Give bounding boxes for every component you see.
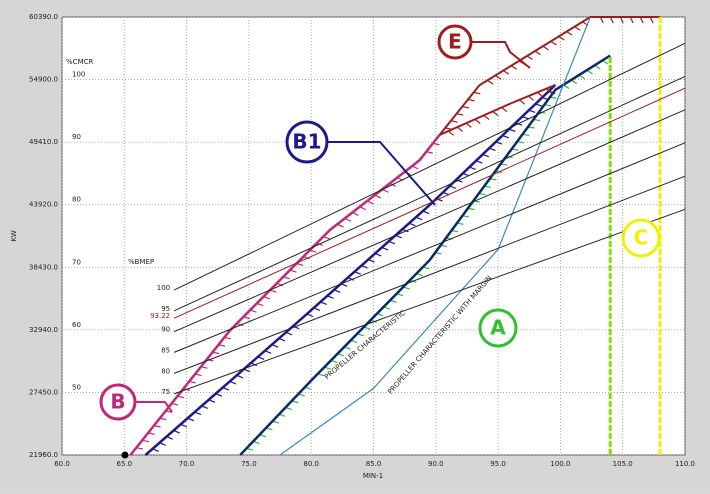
bmep-label: 100 (157, 284, 170, 292)
series-line (173, 109, 686, 333)
series-line (144, 83, 557, 456)
y2-axis-label: %CMCR (66, 58, 93, 66)
callout-label: B1 (292, 130, 321, 154)
x-axis-label: MIN-1 (363, 472, 383, 480)
x-tick-label: 85.0 (366, 460, 382, 468)
hatch (528, 95, 534, 101)
y2-tick-label: 80 (72, 196, 81, 204)
callout-label: A (490, 316, 506, 340)
callout-circle (478, 308, 518, 348)
callout-leader (135, 401, 173, 413)
x-tick-label: 90.0 (428, 460, 444, 468)
x-tick-label: 65.0 (117, 460, 133, 468)
y-axis-label: KW (10, 230, 18, 241)
y-tick-label: 49410.0 (29, 138, 58, 146)
y2-tick-label: 50 (72, 383, 81, 391)
bmep-title: %BMEP (128, 258, 154, 266)
series-line (439, 83, 556, 136)
callout-circle (621, 218, 661, 258)
callout-circle (437, 24, 473, 60)
x-tick-label: 60.0 (54, 460, 70, 468)
hatch (450, 120, 458, 123)
series-line (173, 175, 686, 374)
callout-label: B (110, 390, 125, 414)
series-line (173, 42, 686, 291)
callout-circle (285, 120, 329, 164)
y-tick-label: 54900.0 (29, 76, 58, 84)
y-tick-label: 43920.0 (29, 201, 58, 209)
series-line (173, 75, 686, 312)
y2-tick-label: 60 (72, 321, 81, 329)
y-tick-label: 21960.0 (29, 451, 58, 459)
y2-tick-label: 70 (72, 258, 81, 266)
y2-tick-label: 100 (72, 71, 85, 79)
series-line (173, 208, 686, 395)
callout-label: E (448, 30, 462, 54)
bmep-label: 93.22 (150, 312, 170, 320)
y-tick-label: 32940.0 (29, 326, 58, 334)
series-line (173, 142, 686, 353)
series-line (438, 16, 661, 136)
x-tick-label: 80.0 (303, 460, 319, 468)
series-line (173, 87, 686, 319)
start-point (121, 451, 129, 459)
x-tick-label: 75.0 (241, 460, 257, 468)
x-tick-label: 100.0 (550, 460, 570, 468)
bmep-label: 80 (161, 367, 170, 375)
hatch (537, 91, 543, 98)
bmep-label: 95 (161, 305, 170, 313)
series-line (279, 16, 591, 456)
y-tick-label: 38430.0 (29, 263, 58, 271)
bmep-label: 90 (161, 326, 170, 334)
x-tick-label: 95.0 (490, 460, 506, 468)
y2-tick-label: 90 (72, 133, 81, 141)
bmep-label: 75 (161, 388, 170, 396)
callout-leader (471, 41, 531, 69)
bmep-label: 85 (161, 346, 170, 354)
callout-label: C (634, 226, 649, 250)
callout-circle (99, 383, 137, 421)
series-line (239, 54, 611, 456)
y-tick-label: 27450.0 (29, 388, 58, 396)
x-tick-label: 105.0 (613, 460, 633, 468)
x-tick-label: 70.0 (179, 460, 195, 468)
y-tick-label: 60390.0 (29, 13, 58, 21)
hatch (546, 88, 552, 94)
series-line (129, 134, 441, 456)
callout-leader (327, 141, 436, 206)
hatch (445, 127, 452, 130)
x-tick-label: 110.0 (675, 460, 695, 468)
